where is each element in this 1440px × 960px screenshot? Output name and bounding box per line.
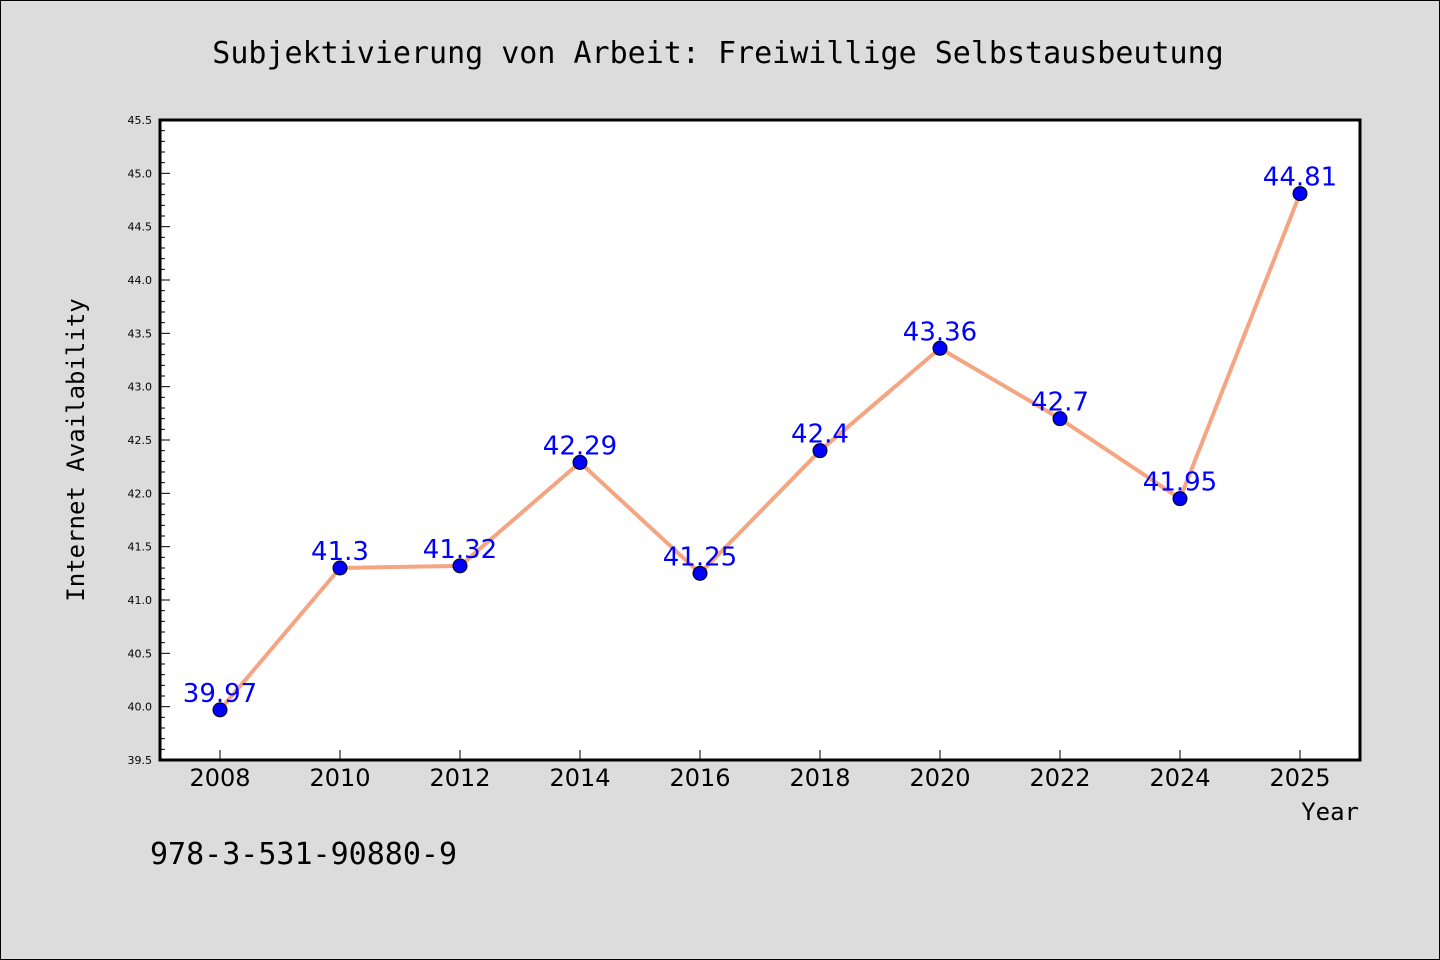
x-tick-label: 2008 <box>189 764 250 792</box>
data-label: 41.95 <box>1143 468 1217 498</box>
y-tick-label: 44.0 <box>128 274 153 287</box>
y-tick-label: 45.0 <box>128 167 153 180</box>
data-label: 41.32 <box>423 535 497 565</box>
x-tick-label: 2016 <box>669 764 730 792</box>
x-axis-label: Year <box>1301 798 1359 826</box>
data-point <box>212 702 228 718</box>
data-label: 41.3 <box>311 537 369 567</box>
data-label: 44.81 <box>1263 163 1337 193</box>
y-tick-label: 40.0 <box>128 701 153 714</box>
x-tick-label: 2010 <box>309 764 370 792</box>
plot-area <box>160 120 1360 760</box>
x-tick-label: 2024 <box>1149 764 1210 792</box>
data-point <box>572 454 588 470</box>
y-tick-label: 42.5 <box>128 434 153 447</box>
data-point <box>332 560 348 576</box>
y-tick-label: 40.5 <box>128 647 153 660</box>
isbn-footnote: 978-3-531-90880-9 <box>150 837 457 872</box>
data-label: 43.36 <box>903 317 977 347</box>
x-tick-label: 2022 <box>1029 764 1090 792</box>
plot-border <box>158 118 1362 762</box>
series-line <box>218 192 1302 712</box>
y-axis-label: Internet Availability <box>62 298 90 601</box>
y-axis: 39.5 40.0 40.5 41.0 41.5 42.0 42.5 43.0 43.5 44.0… <box>128 114 170 767</box>
data-point <box>1172 491 1188 507</box>
data-point <box>812 443 828 459</box>
data-label: 41.25 <box>663 542 737 572</box>
data-labels: 39.97 41.3 41.32 42.29 41.25 42.4 43.36 42.7 41.… <box>183 163 1337 709</box>
x-tick-label: 2020 <box>909 764 970 792</box>
x-tick-label: 2014 <box>549 764 610 792</box>
data-label: 42.4 <box>791 420 849 450</box>
y-tick-label: 43.0 <box>128 381 153 394</box>
data-label: 42.7 <box>1031 388 1089 418</box>
y-tick-label: 42.0 <box>128 487 153 500</box>
x-tick-label: 2025 <box>1269 764 1330 792</box>
data-point <box>932 340 948 356</box>
y-tick-label: 41.0 <box>128 594 153 607</box>
x-tick-label: 2018 <box>789 764 850 792</box>
markers <box>212 186 1308 718</box>
data-point <box>1292 186 1308 202</box>
y-tick-label: 44.5 <box>128 221 153 234</box>
y-tick-label: 43.5 <box>128 327 153 340</box>
chart-title: Subjektivierung von Arbeit: Freiwillige … <box>212 36 1223 71</box>
y-tick-label: 45.5 <box>128 114 153 127</box>
data-point <box>452 558 468 574</box>
y-tick-label: 41.5 <box>128 541 153 554</box>
data-point <box>1052 411 1068 427</box>
data-label: 42.29 <box>543 431 617 461</box>
y-tick-label: 39.5 <box>128 754 153 767</box>
x-tick-label: 2012 <box>429 764 490 792</box>
x-axis: 2008 2010 2012 2014 2016 2018 2020 2022 2024 2025 <box>189 750 1331 792</box>
data-point <box>692 565 708 581</box>
data-label: 39.97 <box>183 679 257 709</box>
